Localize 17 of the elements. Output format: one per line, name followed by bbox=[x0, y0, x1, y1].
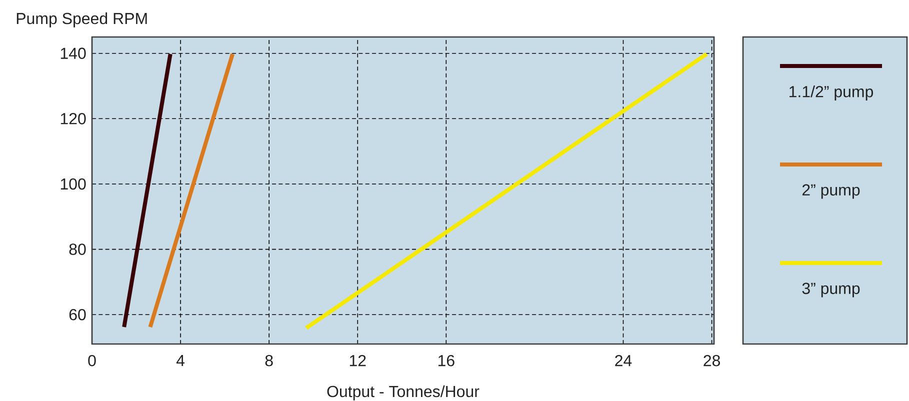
x-tick-label: 28 bbox=[704, 354, 720, 366]
x-tick-label: 16 bbox=[438, 354, 454, 366]
text: 1.1/2” pump bbox=[790, 86, 873, 100]
x-tick-label: 24 bbox=[615, 354, 632, 366]
y-axis-title: Pump Speed RPM bbox=[16, 12, 147, 28]
text: 2” pump bbox=[802, 184, 860, 199]
text: 3” pump bbox=[802, 282, 860, 298]
y-tick-label: 140 bbox=[60, 48, 86, 59]
x-tick-label: 4 bbox=[176, 354, 185, 366]
y-tick-label: 60 bbox=[69, 308, 86, 320]
x-tick-label: 0 bbox=[88, 354, 96, 366]
y-tick-label: 80 bbox=[69, 244, 86, 255]
x-tick-label: 8 bbox=[265, 354, 273, 366]
x-tick-label: 12 bbox=[350, 354, 366, 366]
y-tick-label: 100 bbox=[60, 178, 86, 190]
x-axis-title: Output - Tonnes/Hour bbox=[327, 385, 480, 400]
y-tick-label: 120 bbox=[60, 113, 86, 124]
